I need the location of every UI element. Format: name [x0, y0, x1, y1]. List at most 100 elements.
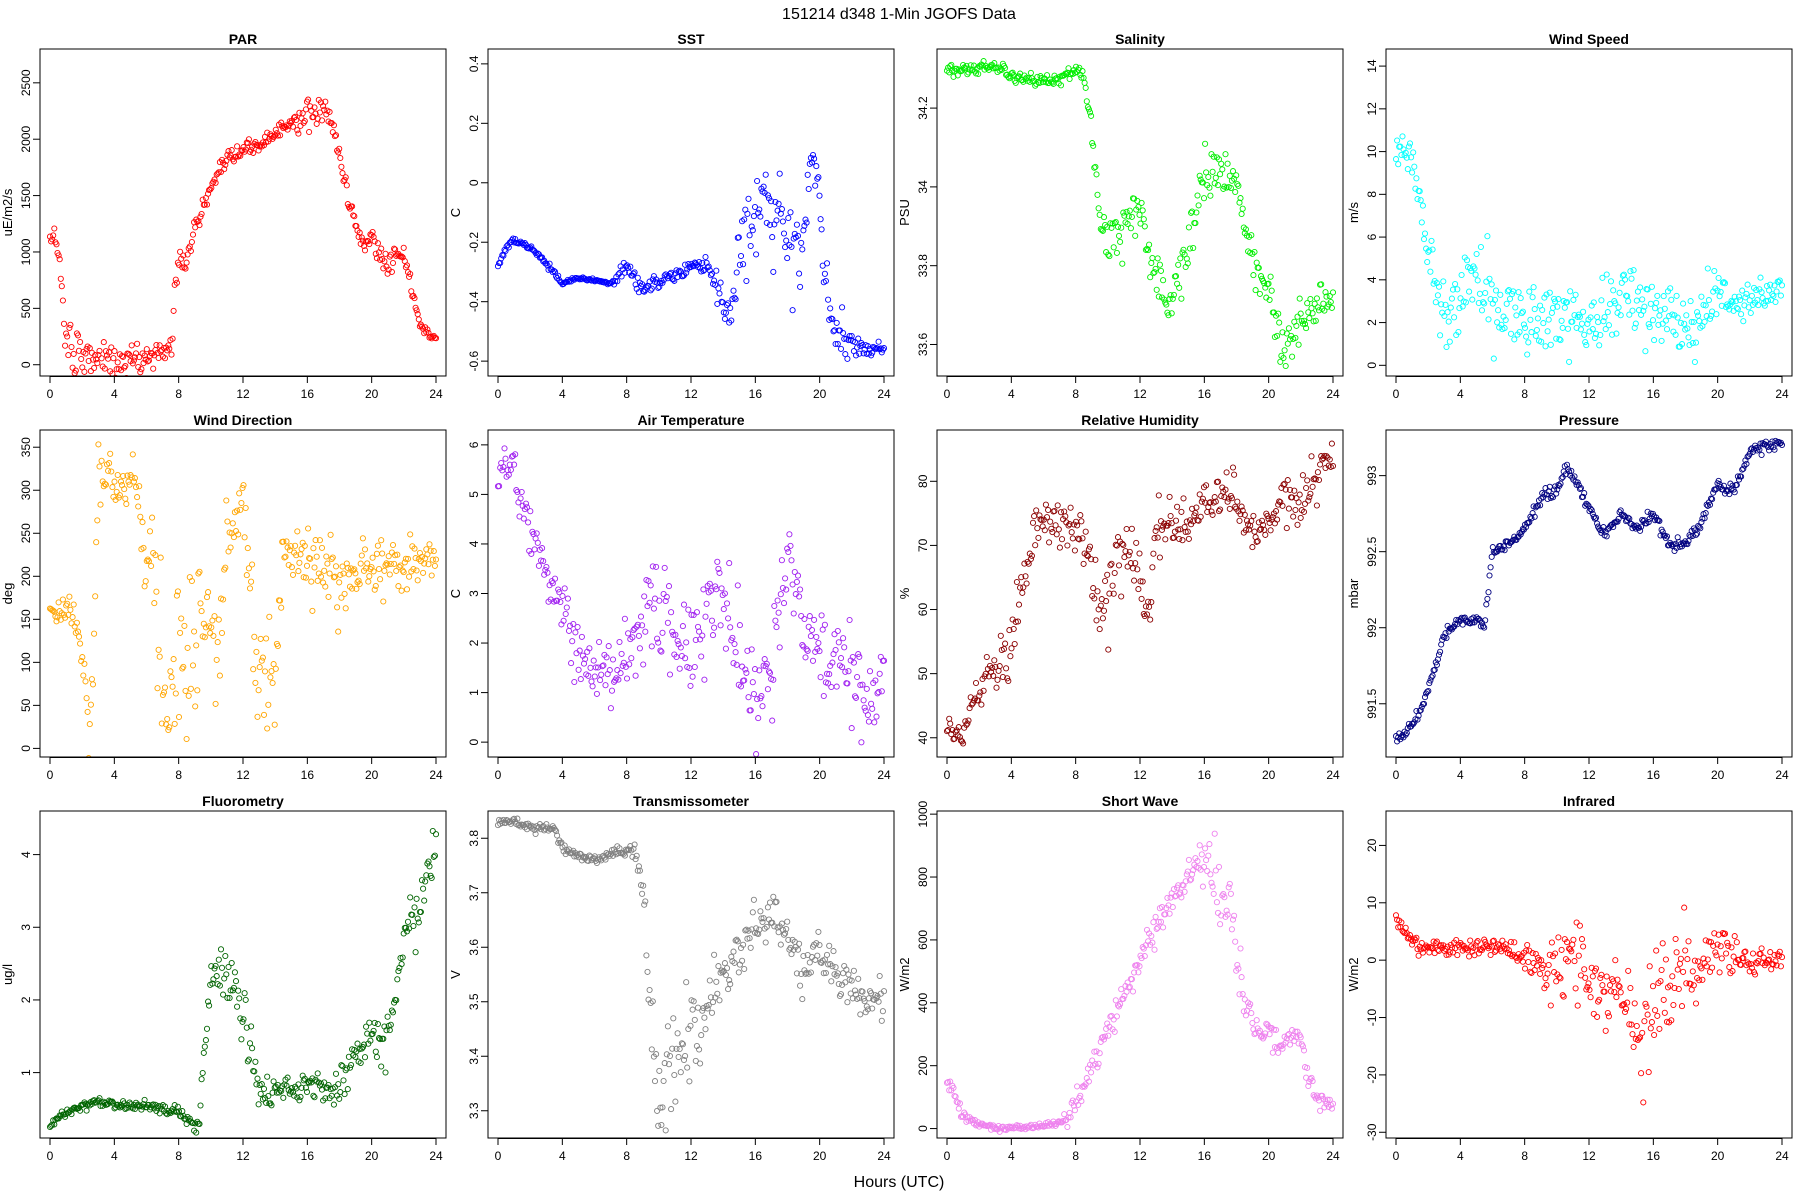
data-point	[1212, 174, 1219, 181]
data-point	[94, 360, 101, 367]
data-point	[144, 358, 151, 365]
x-tick-label: 4	[111, 1149, 118, 1163]
data-point	[173, 279, 180, 286]
data-point	[674, 1030, 681, 1037]
data-point	[126, 481, 133, 488]
data-point	[1112, 218, 1119, 226]
data-point	[1282, 362, 1289, 370]
data-point	[1202, 845, 1209, 852]
data-point	[680, 1056, 688, 1064]
data-point	[1262, 531, 1269, 538]
data-point	[608, 687, 616, 694]
data-point	[306, 128, 313, 136]
data-point	[1178, 508, 1185, 515]
data-point	[411, 295, 418, 302]
data-point	[1592, 965, 1600, 972]
data-point	[337, 571, 344, 578]
data-point	[1553, 490, 1560, 497]
data-point	[401, 559, 408, 566]
data-point	[426, 863, 433, 870]
data-point	[1486, 572, 1493, 579]
data-point	[849, 995, 856, 1002]
data-point	[745, 927, 752, 934]
data-point	[651, 1078, 659, 1085]
data-point	[1137, 220, 1144, 227]
data-point	[215, 956, 222, 963]
data-point	[568, 660, 575, 667]
y-tick-label: 4	[1365, 276, 1379, 283]
data-point	[1078, 518, 1085, 525]
data-point	[864, 1006, 871, 1013]
data-point	[1255, 264, 1262, 271]
data-point	[154, 685, 161, 692]
data-point	[235, 987, 242, 994]
data-point	[1654, 292, 1661, 299]
data-point	[1728, 297, 1735, 304]
data-point	[331, 573, 338, 580]
data-point	[150, 365, 157, 372]
data-point	[370, 568, 377, 575]
data-point	[1716, 293, 1723, 300]
y-tick-label: 500	[19, 298, 33, 318]
data-point	[1232, 938, 1239, 945]
data-point	[969, 1117, 976, 1124]
data-point	[406, 573, 413, 580]
data-point	[800, 227, 807, 234]
y-tick-label: 3.5	[467, 993, 481, 1010]
data-point	[210, 976, 217, 983]
data-point	[641, 901, 648, 908]
data-point	[220, 991, 227, 998]
data-point	[690, 998, 697, 1005]
data-point	[109, 484, 116, 491]
data-point	[384, 561, 391, 568]
data-point	[1694, 530, 1701, 537]
data-point	[1206, 499, 1213, 506]
data-point	[778, 920, 785, 927]
data-point	[682, 655, 689, 662]
data-point	[128, 342, 135, 349]
data-point	[840, 329, 847, 337]
data-point	[1742, 948, 1749, 955]
data-point	[351, 566, 358, 573]
data-point	[399, 954, 406, 961]
data-point	[1594, 1013, 1601, 1020]
data-point	[788, 243, 795, 250]
data-point	[1239, 205, 1246, 212]
data-point	[1543, 982, 1550, 989]
data-point	[678, 1040, 685, 1047]
x-tick-label: 24	[1326, 768, 1340, 782]
data-point	[1475, 615, 1482, 622]
data-point	[187, 247, 194, 255]
data-point	[370, 233, 377, 240]
y-axis-label: mbar	[1346, 578, 1361, 608]
data-point	[1136, 211, 1143, 218]
data-point	[1602, 1027, 1609, 1034]
data-point	[991, 1125, 998, 1132]
data-point	[672, 631, 679, 638]
data-point	[1276, 319, 1283, 326]
x-tick-label: 12	[1133, 768, 1147, 782]
data-point	[175, 713, 183, 721]
data-point	[1241, 996, 1248, 1003]
data-point	[212, 179, 219, 186]
data-point	[268, 1102, 275, 1109]
data-point	[1641, 303, 1648, 310]
data-point	[1616, 289, 1623, 296]
data-point	[152, 552, 159, 559]
data-point	[1769, 291, 1776, 298]
data-point	[880, 345, 888, 352]
data-point	[1545, 961, 1552, 969]
data-point	[252, 138, 259, 146]
data-point	[1589, 326, 1596, 333]
data-point	[1614, 976, 1621, 983]
data-point	[1256, 526, 1263, 533]
data-point	[1545, 316, 1552, 323]
data-point	[779, 584, 786, 592]
data-point	[860, 697, 867, 704]
y-tick-label: 1	[19, 1069, 33, 1076]
data-point	[272, 126, 279, 133]
data-point	[1114, 223, 1122, 230]
data-point	[70, 601, 77, 608]
data-point	[1317, 461, 1324, 468]
data-point	[808, 626, 816, 634]
